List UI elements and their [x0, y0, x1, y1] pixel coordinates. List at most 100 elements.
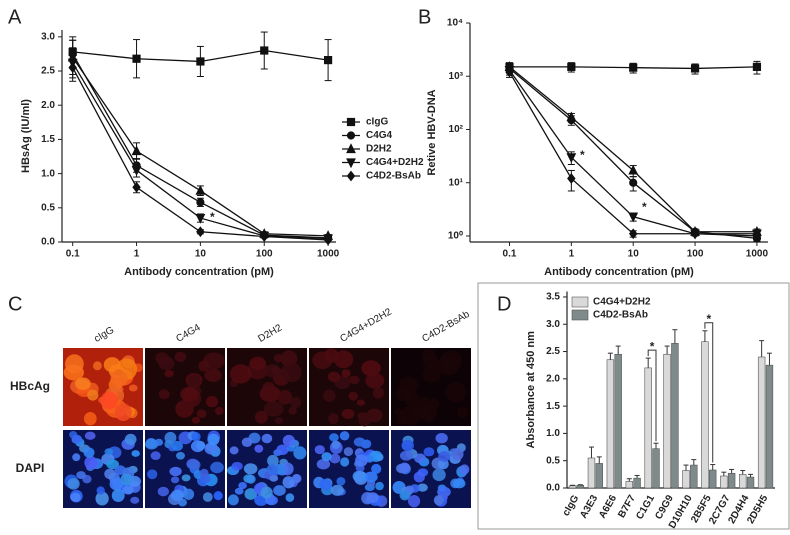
cell	[423, 447, 435, 457]
cell	[399, 462, 411, 473]
bar	[633, 477, 641, 489]
cell	[109, 477, 124, 491]
column-label: cIgG	[92, 325, 116, 345]
y-tick-label: 0.5	[546, 455, 560, 466]
y-tick-label: 10⁰	[448, 231, 463, 242]
y-tick-label: 2.5	[41, 66, 55, 77]
marker	[68, 62, 77, 74]
cell	[104, 448, 114, 456]
cell	[348, 391, 358, 401]
cell	[243, 463, 258, 475]
cell	[421, 348, 436, 363]
x-tick-label: 10	[628, 249, 640, 260]
error-bar	[577, 484, 583, 486]
cell	[158, 389, 170, 400]
error-bar	[710, 464, 716, 470]
cell	[84, 431, 96, 440]
x-tick-label: 1	[134, 249, 140, 260]
cell	[198, 360, 210, 372]
marker	[132, 54, 141, 63]
cell	[329, 453, 341, 464]
cell	[289, 397, 302, 408]
cell	[131, 450, 140, 457]
bar	[682, 470, 690, 489]
cell	[191, 416, 201, 424]
marker	[690, 64, 700, 73]
cell	[215, 406, 224, 416]
cell	[157, 486, 169, 497]
series-line	[72, 62, 329, 240]
legend-label: C4G4+D2H2	[593, 297, 651, 308]
row-label: DAPI	[16, 461, 45, 475]
cell	[187, 374, 201, 387]
cell	[277, 389, 293, 405]
marker	[566, 111, 577, 122]
marker	[346, 143, 356, 154]
cell	[204, 442, 218, 455]
cell	[103, 357, 121, 373]
marker	[629, 63, 638, 72]
marker	[628, 228, 638, 240]
marker	[752, 230, 762, 242]
cell	[339, 431, 350, 441]
bracket	[647, 349, 657, 442]
y-axis-label: Retive HBV-DNA	[426, 89, 438, 175]
marker	[196, 198, 205, 207]
cell	[266, 464, 278, 476]
marker	[195, 213, 206, 224]
legend-label: C4D2-BsAb	[366, 171, 421, 182]
cell	[190, 440, 205, 453]
legend-label: C4G4+D2H2	[366, 157, 424, 168]
cell	[263, 401, 284, 417]
cell	[293, 446, 307, 460]
legend-label: C4D2-BsAb	[593, 310, 648, 321]
panel-label: A	[8, 6, 22, 28]
cell	[241, 437, 253, 447]
cell	[282, 434, 295, 447]
column-label: C4G4+D2H2	[338, 306, 394, 345]
marker	[132, 181, 141, 193]
y-tick-label: 2.0	[41, 100, 55, 111]
cell	[424, 414, 434, 423]
error-bar	[759, 340, 765, 357]
marker	[323, 234, 333, 246]
bar	[757, 356, 766, 489]
y-tick-label: 1.0	[546, 428, 560, 439]
column-label: C4G4	[174, 322, 203, 345]
bar	[595, 463, 603, 489]
error-bar	[729, 468, 735, 474]
cell	[399, 490, 411, 501]
cell	[280, 350, 298, 367]
y-tick-label: 10²	[449, 124, 464, 135]
marker	[346, 158, 356, 169]
y-tick-label: 1.5	[41, 134, 55, 145]
panel-label: B	[418, 6, 431, 28]
marker	[260, 231, 269, 242]
cell	[372, 387, 385, 399]
cell	[360, 439, 371, 449]
legend-marker	[346, 117, 356, 127]
cell	[246, 474, 256, 484]
cell	[229, 446, 239, 455]
marker	[196, 226, 205, 238]
bar	[614, 353, 622, 489]
cell	[419, 396, 430, 407]
cell	[202, 492, 213, 502]
bar	[663, 353, 671, 489]
cell	[348, 375, 360, 385]
y-tick-label: 0.0	[41, 237, 55, 248]
marker	[628, 164, 639, 175]
cell	[191, 432, 201, 442]
marker	[346, 131, 356, 140]
y-tick-label: 0.5	[41, 202, 55, 213]
cell	[213, 491, 223, 501]
cell	[274, 417, 284, 424]
cell	[355, 454, 368, 467]
cell	[400, 406, 421, 426]
cell	[187, 459, 201, 470]
cell	[170, 489, 184, 502]
cell	[171, 440, 183, 452]
y-axis-label: Absorbance at 450 nm	[525, 331, 537, 449]
cell	[83, 412, 97, 426]
bar	[690, 464, 698, 489]
